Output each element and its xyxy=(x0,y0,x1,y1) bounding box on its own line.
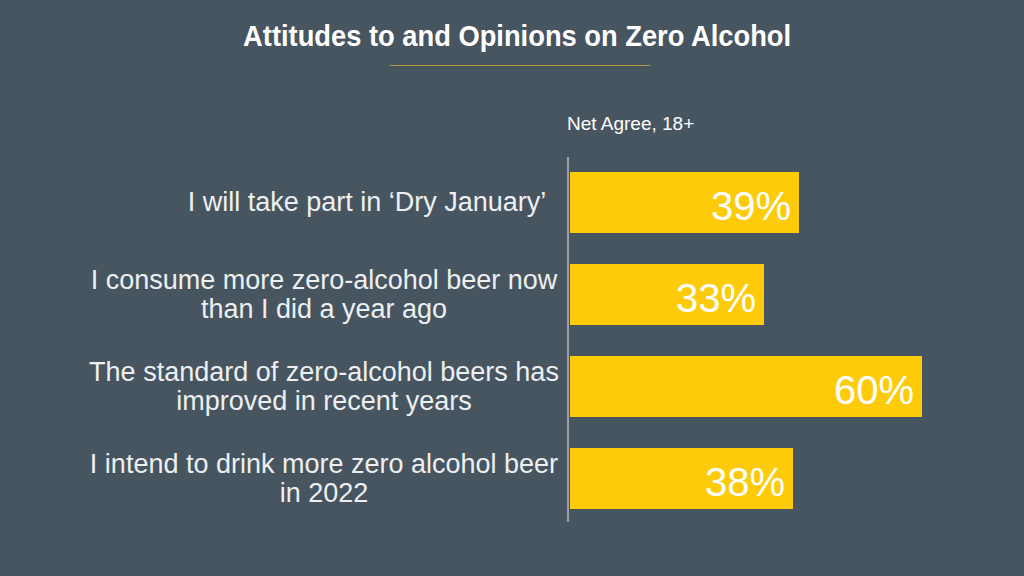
bar-value-label: 60% xyxy=(834,368,922,413)
page-title: Attitudes to and Opinions on Zero Alcoho… xyxy=(5,21,1024,51)
page-title-text: Attitudes to and Opinions on Zero Alcoho… xyxy=(243,21,791,51)
bar: 38% xyxy=(570,448,793,509)
category-label: I intend to drink more zero alcohol beer… xyxy=(90,450,558,508)
category-label-wrap: The standard of zero-alcohol beers has i… xyxy=(64,356,584,417)
chart-subtitle: Net Agree, 18+ xyxy=(567,114,694,133)
bar: 39% xyxy=(570,172,799,233)
category-label-wrap: I consume more zero-alcohol beer now tha… xyxy=(64,264,584,325)
bar-value-label: 33% xyxy=(676,276,764,321)
bar-value-label: 38% xyxy=(705,460,793,505)
category-label-wrap: I intend to drink more zero alcohol beer… xyxy=(64,448,584,509)
bar: 60% xyxy=(570,356,922,417)
category-label: I consume more zero-alcohol beer now tha… xyxy=(91,266,558,324)
title-underline xyxy=(390,65,650,66)
category-label: The standard of zero-alcohol beers has i… xyxy=(89,358,559,416)
category-label-wrap: I will take part in ‘Dry January’ xyxy=(64,172,584,233)
slide: Attitudes to and Opinions on Zero Alcoho… xyxy=(0,0,1024,576)
bar: 33% xyxy=(570,264,764,325)
category-label: I will take part in ‘Dry January’ xyxy=(188,188,547,217)
bar-value-label: 39% xyxy=(711,184,799,229)
